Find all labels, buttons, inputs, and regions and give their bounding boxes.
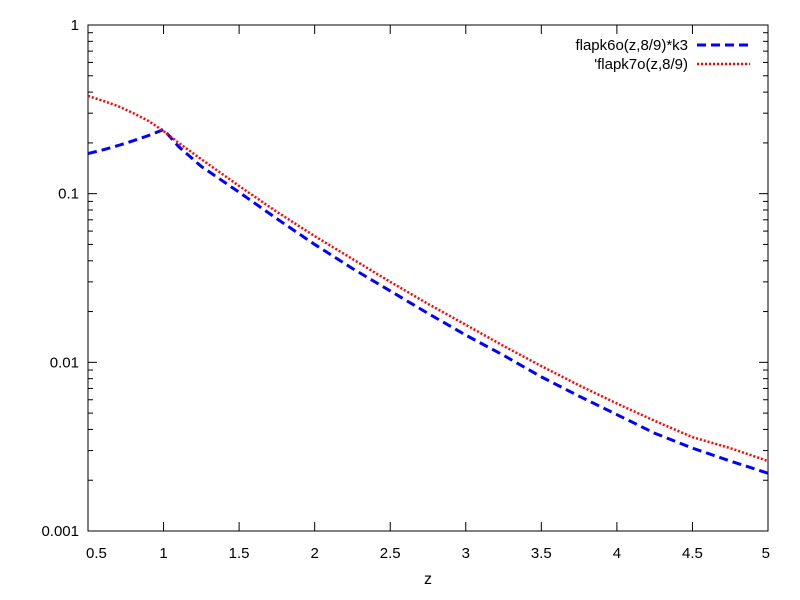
legend: flapk6o(z,8/9)*k3 'flapk7o(z,8/9) bbox=[575, 37, 750, 73]
y-tick-label: 0.001 bbox=[41, 523, 79, 540]
x-tick-label: 0.5 bbox=[86, 545, 107, 562]
series-layer bbox=[87, 94, 769, 475]
x-tick-label: 3 bbox=[462, 545, 470, 562]
x-axis-title: z bbox=[424, 571, 432, 588]
x-tick-label: 2.5 bbox=[380, 545, 401, 562]
x-tick-label: 4.5 bbox=[682, 545, 703, 562]
legend-label: flapk6o(z,8/9)*k3 bbox=[575, 37, 688, 54]
y-tick-label: 1 bbox=[71, 17, 79, 34]
x-tick-label: 1 bbox=[159, 545, 167, 562]
y-axis-ticks: 0.001 0.01 0.1 1 bbox=[41, 17, 768, 540]
series-line-2 bbox=[87, 94, 769, 463]
series-line-1 bbox=[87, 127, 769, 475]
x-tick-label: 1.5 bbox=[229, 545, 250, 562]
y-tick-label: 0.1 bbox=[58, 186, 79, 203]
x-tick-label: 2 bbox=[310, 545, 318, 562]
plot-frame bbox=[87, 24, 769, 532]
x-tick-label: 5 bbox=[762, 545, 770, 562]
legend-label: 'flapk7o(z,8/9) bbox=[594, 56, 688, 73]
x-axis-ticks: 0.5 1 1.5 2 2.5 3 3.5 4 4.5 5 bbox=[86, 25, 770, 562]
y-tick-label: 0.01 bbox=[50, 354, 79, 371]
x-tick-label: 3.5 bbox=[531, 545, 552, 562]
x-tick-label: 4 bbox=[613, 545, 621, 562]
